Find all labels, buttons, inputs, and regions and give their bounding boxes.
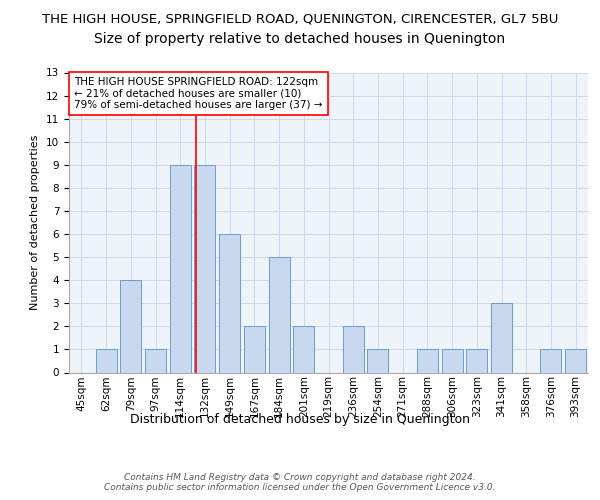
Bar xyxy=(194,165,215,372)
Bar xyxy=(120,280,141,372)
Bar xyxy=(541,350,562,372)
Bar xyxy=(145,350,166,372)
Text: THE HIGH HOUSE SPRINGFIELD ROAD: 122sqm
← 21% of detached houses are smaller (10: THE HIGH HOUSE SPRINGFIELD ROAD: 122sqm … xyxy=(74,77,323,110)
Bar xyxy=(565,350,586,372)
Bar xyxy=(170,165,191,372)
Bar xyxy=(466,350,487,372)
Bar xyxy=(491,304,512,372)
Text: Contains HM Land Registry data © Crown copyright and database right 2024.
Contai: Contains HM Land Registry data © Crown c… xyxy=(104,473,496,492)
Bar xyxy=(442,350,463,372)
Text: Size of property relative to detached houses in Quenington: Size of property relative to detached ho… xyxy=(94,32,506,46)
Text: Distribution of detached houses by size in Quenington: Distribution of detached houses by size … xyxy=(130,412,470,426)
Bar xyxy=(293,326,314,372)
Bar xyxy=(417,350,438,372)
Bar xyxy=(269,257,290,372)
Bar xyxy=(343,326,364,372)
Text: THE HIGH HOUSE, SPRINGFIELD ROAD, QUENINGTON, CIRENCESTER, GL7 5BU: THE HIGH HOUSE, SPRINGFIELD ROAD, QUENIN… xyxy=(42,12,558,26)
Bar xyxy=(95,350,116,372)
Y-axis label: Number of detached properties: Number of detached properties xyxy=(31,135,40,310)
Bar xyxy=(367,350,388,372)
Bar xyxy=(219,234,240,372)
Bar xyxy=(244,326,265,372)
